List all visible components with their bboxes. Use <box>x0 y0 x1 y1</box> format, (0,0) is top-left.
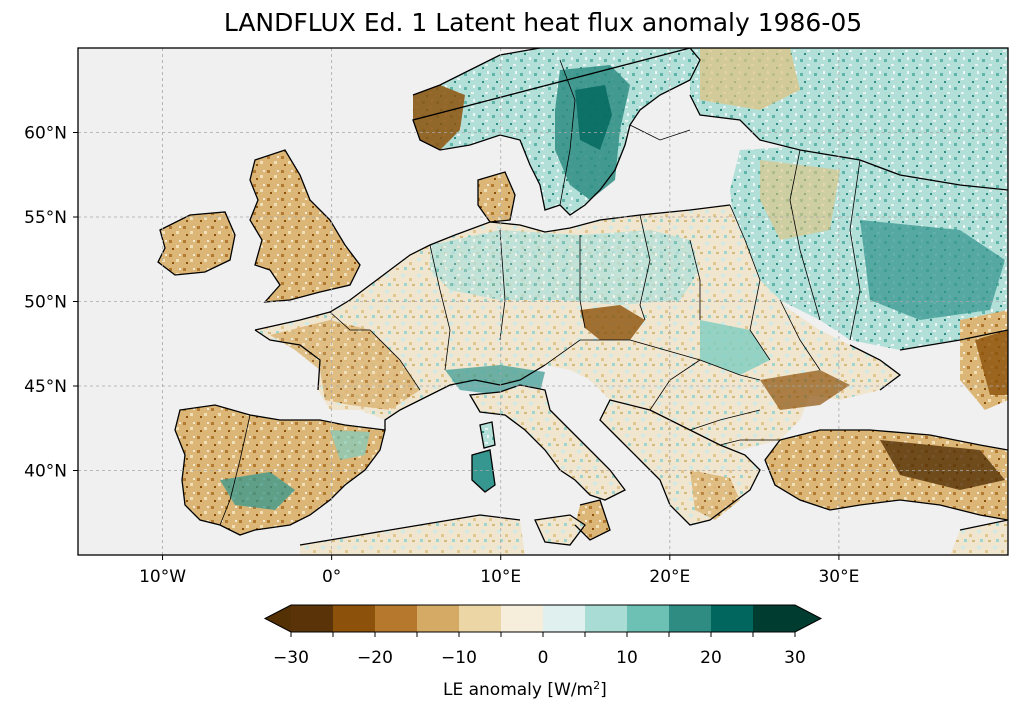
region-sweden-dark <box>575 85 612 150</box>
map-title: LANDFLUX Ed. 1 Latent heat flux anomaly … <box>223 8 863 37</box>
colorbar-tick-label: −30 <box>273 648 309 668</box>
longitude-tick-label: 0° <box>322 567 341 587</box>
coastlines <box>157 48 1008 546</box>
region-calabria <box>575 500 610 540</box>
region-corsica <box>480 422 495 448</box>
colorbar-segment <box>333 605 376 632</box>
region-baltic-dry <box>760 160 840 240</box>
region-ukraine-wet <box>860 220 1005 320</box>
region-continental-europe <box>255 205 900 470</box>
region-romania-south <box>760 370 850 410</box>
longitude-tick-label: 10°W <box>139 567 186 587</box>
colorbar-segment <box>501 605 544 632</box>
colorbar-title-suffix: ] <box>600 680 607 700</box>
colorbar-title-text: LE anomaly [W/m <box>443 680 594 700</box>
colorbar-segment <box>291 605 334 632</box>
latitude-tick-label: 55°N <box>24 208 67 228</box>
colorbar-extend-under <box>265 605 291 632</box>
colorbar-tick-label: 0 <box>538 648 549 668</box>
colorbar-segment <box>753 605 796 632</box>
region-austria <box>580 305 645 340</box>
longitude-tick-label: 10°E <box>480 567 521 587</box>
latitude-tick-label: 60°N <box>24 124 67 144</box>
latitude-tick-label: 40°N <box>24 462 67 482</box>
latitude-tick-label: 50°N <box>24 293 67 313</box>
region-italy <box>470 385 625 500</box>
region-levant <box>950 520 1008 555</box>
colorbar-segment <box>417 605 460 632</box>
longitude-axis: 10°W 0° 10°E 20°E 30°E <box>139 555 859 587</box>
colorbar-segment <box>669 605 712 632</box>
latitude-tick-label: 45°N <box>24 377 67 397</box>
region-turkey-dry-core <box>880 440 1005 490</box>
region-norway-west <box>413 85 465 150</box>
region-denmark <box>478 172 515 222</box>
colorbar-segment <box>375 605 418 632</box>
country-borders <box>219 59 861 526</box>
colorbar-title: LE anomaly [W/m2] <box>443 679 607 700</box>
colorbar-segment <box>585 605 628 632</box>
colorbar-title-superscript: 2 <box>593 679 601 692</box>
colorbar-tick-label: 30 <box>784 648 806 668</box>
region-sicily <box>535 515 585 545</box>
colorbar-segment <box>459 605 502 632</box>
region-ireland <box>158 212 235 275</box>
latitude-axis: 60°N 55°N 50°N 45°N 40°N <box>24 124 78 482</box>
colorbar-extend-over <box>795 605 821 632</box>
colorbar-segment <box>627 605 670 632</box>
region-finland-dry <box>700 48 800 110</box>
land-anomaly-field <box>157 48 1008 555</box>
colorbar-segment <box>711 605 754 632</box>
region-north-africa <box>300 515 525 555</box>
region-great-britain <box>250 150 360 302</box>
region-sardinia <box>472 450 495 492</box>
region-iberia-wet <box>220 472 295 510</box>
longitude-tick-label: 20°E <box>649 567 690 587</box>
colorbar-tick-label: 20 <box>700 648 722 668</box>
gridlines <box>78 48 1008 555</box>
longitude-tick-label: 30°E <box>818 567 859 587</box>
region-caucasus-dry <box>975 330 1008 395</box>
colorbar-tick-label: 10 <box>616 648 638 668</box>
colorbar-tick-label: −10 <box>441 648 477 668</box>
colorbar-tick-label: −20 <box>357 648 393 668</box>
region-germany-poland <box>430 230 700 305</box>
region-catalonia <box>330 430 370 460</box>
colorbar-segment <box>543 605 586 632</box>
